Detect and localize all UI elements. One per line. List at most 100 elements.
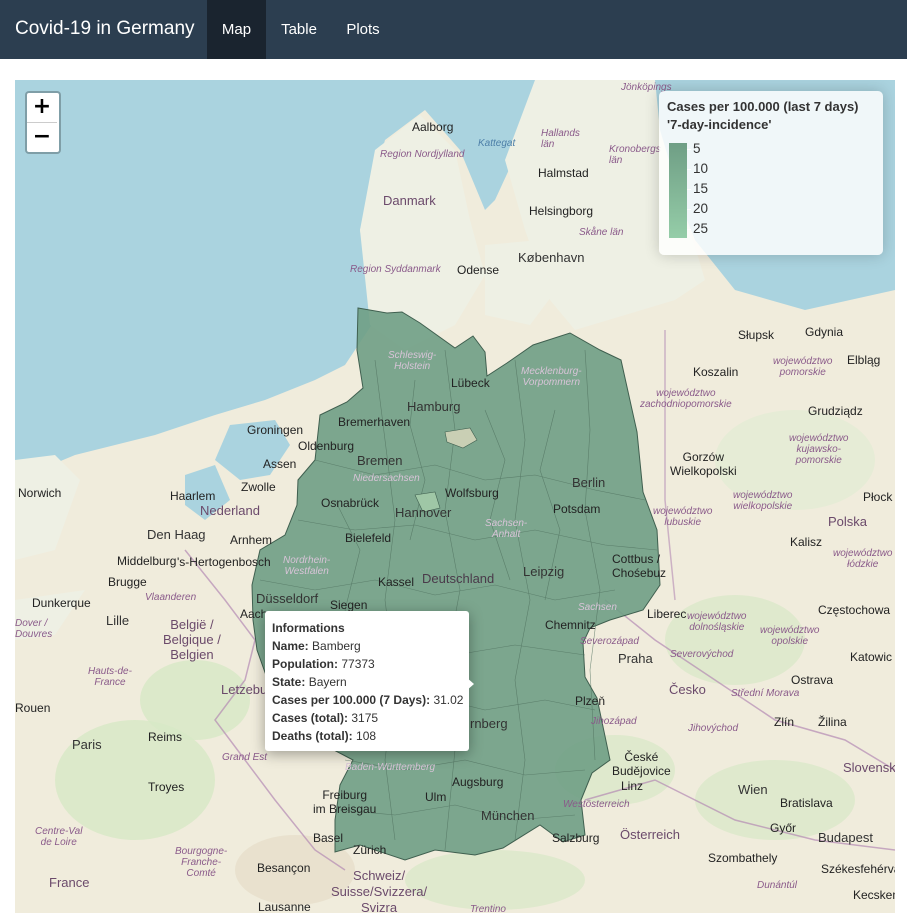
label-kassel: Kassel [378, 575, 415, 589]
label-aalborg: Aalborg [412, 120, 454, 134]
label-severovychod: Severovýchod [670, 649, 734, 660]
label-koszalin: Koszalin [693, 365, 739, 379]
label-stredni-morava: Střední Morava [731, 688, 800, 699]
label-woj-zachodniopomorskie: województwo zachodniopomorskie [640, 388, 732, 410]
label-czestochowa: Częstochowa [818, 603, 891, 617]
label-lille: Lille [106, 613, 130, 628]
label-jonkopings: Jönköpings [621, 82, 672, 93]
label-salzburg: Salzburg [552, 831, 600, 845]
label-szombathely: Szombathely [708, 851, 778, 865]
label-zilina: Žilina [818, 715, 847, 729]
label-trentino: Trentino [470, 904, 506, 913]
label-bratislava: Bratislava [780, 796, 833, 810]
label-odense: Odense [457, 263, 500, 277]
navbar: Covid-19 in Germany Map Table Plots [0, 0, 907, 59]
legend-tick: 5 [687, 141, 701, 156]
label-woj-kujawsko: województwo kujawsko- pomorskie [789, 433, 849, 466]
label-praha: Praha [618, 651, 653, 666]
label-wien: Wien [738, 782, 768, 797]
label-bremen: Bremen [357, 453, 403, 468]
tab-table[interactable]: Table [281, 21, 317, 38]
label-nrw: Nordrhein- Westfalen [283, 555, 331, 577]
label-danmark: Danmark [383, 193, 436, 208]
label-jihovychod: Jihovýchod [688, 723, 739, 734]
label-sachsen-anhalt: Sachsen- Anhalt [485, 518, 528, 540]
label-gyor: Győr [770, 821, 797, 835]
label-kalisz: Kalisz [790, 535, 823, 549]
popup-heading: Informations [272, 621, 345, 635]
label-potsdam: Potsdam [553, 502, 601, 516]
label-schweiz: Schweiz/ Suisse/Svizzera/ Svizra [331, 868, 428, 913]
label-ulm: Ulm [425, 790, 447, 804]
label-oldenburg: Oldenburg [298, 439, 355, 453]
label-woj-lubuskie: województwo lubuskie [653, 506, 713, 528]
label-elblag: Elbląg [847, 353, 881, 367]
label-plzen: Plzeň [575, 694, 606, 708]
popup-cases: Cases (total): 3175 [272, 711, 379, 725]
label-katowice: Katowic [850, 650, 893, 664]
label-schleswig: Schleswig- Holstein [388, 350, 437, 372]
label-woj-wielkopolskie: województwo wielkopolskie [733, 490, 793, 512]
label-deutschland: Deutschland [422, 571, 495, 586]
label-cesko: Česko [669, 682, 706, 697]
label-den-haag: Den Haag [147, 527, 206, 542]
highlight-district [414, 491, 441, 513]
tab-plots[interactable]: Plots [346, 21, 380, 38]
label-assen: Assen [263, 457, 297, 471]
label-dunantul: Dunántúl [757, 880, 798, 891]
label-besancon: Besançon [257, 861, 311, 875]
label-leipzig: Leipzig [523, 564, 565, 579]
label-sachsen: Sachsen [578, 602, 617, 613]
map-basemap [15, 80, 895, 913]
tab-map[interactable]: Map [207, 0, 266, 59]
label-budapest: Budapest [818, 830, 873, 845]
label-berlin: Berlin [572, 475, 606, 490]
popup-deaths: Deaths (total): 108 [272, 729, 377, 743]
label-hertogenbosch: 's-Hertogenbosch [177, 555, 271, 569]
label-zurich: Zürich [353, 843, 387, 857]
label-polska: Polska [828, 514, 868, 529]
label-westosterreich: Westösterreich [563, 799, 630, 810]
label-liberec: Liberec [647, 607, 687, 621]
label-linz: Linz [621, 779, 644, 793]
label-munchen: München [481, 808, 535, 823]
label-lubeck: Lübeck [451, 376, 490, 390]
legend-title-line2: '7-day-incidence' [667, 117, 772, 132]
label-ceske-budejovice: České Budějovice [612, 750, 671, 778]
label-slovensko: Slovensk [843, 760, 895, 775]
label-kronobergs-lan: Kronobergs län [609, 144, 661, 166]
label-grudziadz: Grudziądz [808, 404, 863, 418]
zoom-out-button[interactable]: − [27, 122, 57, 152]
label-cottbus: Cottbus / Chośebuz [612, 552, 667, 580]
label-norwich: Norwich [18, 486, 62, 500]
label-woj-lodzkie: województwo łódzkie [833, 548, 893, 570]
map-view[interactable]: Aalborg Kattegat Region Nordjylland Danm… [15, 80, 895, 913]
legend: Cases per 100.000 (last 7 days) '7-day-i… [659, 91, 883, 255]
label-centre: Centre-Val de Loire [35, 826, 83, 848]
land-denmark [360, 115, 485, 350]
label-osterreich: Österreich [620, 827, 680, 842]
label-hauts: Hauts-de- France [88, 666, 132, 688]
label-kattegat: Kattegat [478, 138, 516, 149]
label-chemnitz: Chemnitz [545, 618, 596, 632]
label-basel: Basel [313, 831, 344, 845]
legend-tick: 25 [686, 221, 709, 236]
label-nederland: Nederland [200, 503, 260, 518]
label-middelburg: Middelburg [117, 554, 177, 568]
popup-incidence: Cases per 100.000 (7 Days): 31.02 [272, 693, 464, 707]
label-woj-pomorskie: województwo pomorskie [773, 356, 833, 378]
land-zealand [485, 240, 560, 325]
label-region-syddanmark: Region Syddanmark [350, 264, 441, 275]
label-zlin: Zlín [774, 715, 795, 729]
label-hamburg: Hamburg [407, 399, 461, 414]
label-freiburg: Freiburg im Breisgau [313, 788, 377, 816]
label-reims: Reims [148, 730, 183, 744]
label-slupsk: Słupsk [738, 328, 775, 342]
label-troyes: Troyes [148, 780, 185, 794]
label-arnhem: Arnhem [230, 533, 273, 547]
label-groningen: Groningen [247, 423, 304, 437]
zoom-in-button[interactable]: + [32, 94, 52, 119]
label-kecskemet: Kecskemé [853, 888, 895, 902]
label-bourgogne: Bourgogne- Franche- Comté [175, 846, 228, 879]
label-gdynia: Gdynia [805, 325, 844, 339]
